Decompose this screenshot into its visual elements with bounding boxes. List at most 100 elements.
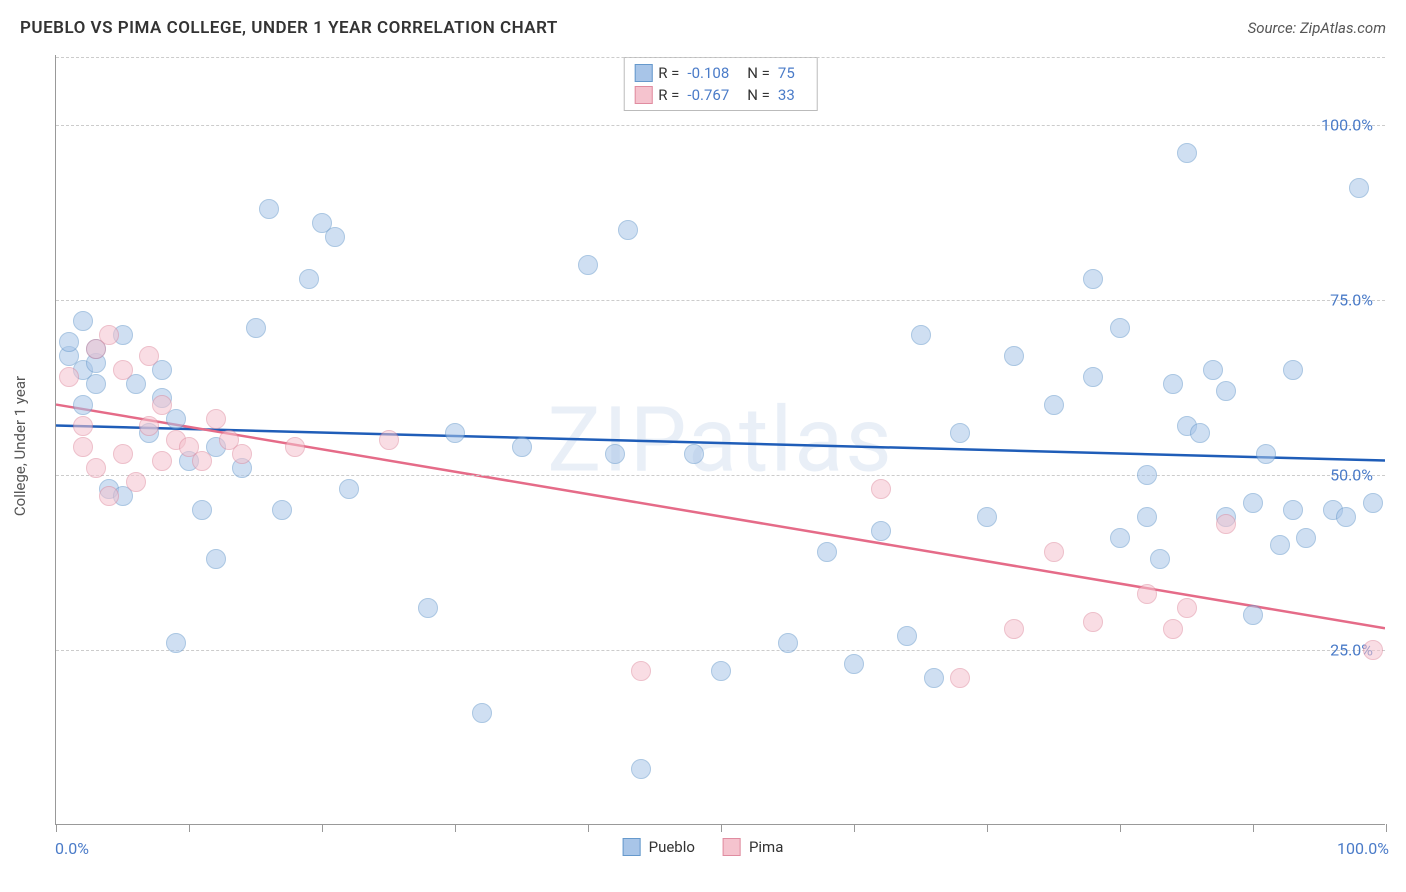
scatter-point bbox=[1283, 500, 1303, 520]
scatter-point bbox=[86, 458, 106, 478]
scatter-point bbox=[1083, 612, 1103, 632]
scatter-point bbox=[871, 479, 891, 499]
xtick bbox=[1120, 824, 1121, 832]
trendline bbox=[56, 405, 1385, 629]
y-axis-label: College, Under 1 year bbox=[11, 376, 29, 516]
xtick bbox=[455, 824, 456, 832]
scatter-point bbox=[1137, 507, 1157, 527]
scatter-point bbox=[1363, 493, 1383, 513]
scatter-point bbox=[1216, 514, 1236, 534]
scatter-point bbox=[206, 409, 226, 429]
xtick-label: 0.0% bbox=[55, 839, 89, 858]
scatter-point bbox=[1163, 374, 1183, 394]
scatter-point bbox=[73, 311, 93, 331]
scatter-point bbox=[618, 220, 638, 240]
legend-swatch bbox=[634, 64, 652, 82]
scatter-point bbox=[246, 318, 266, 338]
scatter-point bbox=[924, 668, 944, 688]
scatter-point bbox=[1270, 535, 1290, 555]
scatter-point bbox=[73, 395, 93, 415]
scatter-point bbox=[578, 255, 598, 275]
trendlines-svg bbox=[56, 55, 1385, 824]
scatter-point bbox=[1283, 360, 1303, 380]
gridline bbox=[56, 125, 1385, 126]
scatter-point bbox=[285, 437, 305, 457]
scatter-point bbox=[59, 332, 79, 352]
scatter-point bbox=[73, 437, 93, 457]
scatter-point bbox=[1349, 178, 1369, 198]
xtick bbox=[56, 824, 57, 832]
scatter-point bbox=[1044, 542, 1064, 562]
scatter-point bbox=[977, 507, 997, 527]
scatter-point bbox=[206, 549, 226, 569]
xtick bbox=[1386, 824, 1387, 832]
scatter-point bbox=[1110, 528, 1130, 548]
xtick bbox=[721, 824, 722, 832]
scatter-point bbox=[871, 521, 891, 541]
scatter-point bbox=[1163, 619, 1183, 639]
scatter-point bbox=[950, 423, 970, 443]
scatter-point bbox=[1243, 605, 1263, 625]
xtick bbox=[189, 824, 190, 832]
legend-label: Pima bbox=[749, 838, 783, 856]
legend-item: Pueblo bbox=[623, 838, 695, 856]
stat-n-value: 75 bbox=[778, 64, 795, 82]
gridline bbox=[56, 475, 1385, 476]
legend-item: Pima bbox=[723, 838, 783, 856]
scatter-point bbox=[897, 626, 917, 646]
scatter-point bbox=[166, 633, 186, 653]
ytick-label: 75.0% bbox=[1330, 291, 1373, 310]
stat-n-label: N = bbox=[747, 86, 770, 104]
scatter-point bbox=[1083, 367, 1103, 387]
scatter-point bbox=[1363, 640, 1383, 660]
ytick-label: 50.0% bbox=[1330, 466, 1373, 485]
stat-n-value: 33 bbox=[778, 86, 795, 104]
scatter-point bbox=[339, 479, 359, 499]
scatter-point bbox=[139, 416, 159, 436]
scatter-point bbox=[445, 423, 465, 443]
legend-label: Pueblo bbox=[649, 838, 695, 856]
scatter-point bbox=[631, 759, 651, 779]
scatter-point bbox=[778, 633, 798, 653]
gridline bbox=[56, 300, 1385, 301]
scatter-point bbox=[1004, 346, 1024, 366]
xtick bbox=[987, 824, 988, 832]
scatter-point bbox=[59, 367, 79, 387]
stat-r-value: -0.767 bbox=[687, 86, 729, 104]
source-label: Source: ZipAtlas.com bbox=[1248, 19, 1386, 37]
scatter-point bbox=[1243, 493, 1263, 513]
scatter-point bbox=[99, 486, 119, 506]
scatter-point bbox=[232, 444, 252, 464]
legend-swatch bbox=[623, 838, 641, 856]
scatter-point bbox=[192, 451, 212, 471]
scatter-point bbox=[1150, 549, 1170, 569]
scatter-point bbox=[99, 325, 119, 345]
scatter-point bbox=[817, 542, 837, 562]
scatter-point bbox=[472, 703, 492, 723]
scatter-point bbox=[192, 500, 212, 520]
scatter-point bbox=[512, 437, 532, 457]
ytick-label: 100.0% bbox=[1321, 116, 1373, 135]
scatter-point bbox=[1336, 507, 1356, 527]
scatter-point bbox=[152, 451, 172, 471]
scatter-point bbox=[950, 668, 970, 688]
stat-r-value: -0.108 bbox=[687, 64, 729, 82]
xtick bbox=[1253, 824, 1254, 832]
scatter-point bbox=[259, 199, 279, 219]
scatter-point bbox=[844, 654, 864, 674]
scatter-point bbox=[152, 395, 172, 415]
scatter-point bbox=[299, 269, 319, 289]
scatter-point bbox=[1177, 598, 1197, 618]
scatter-point bbox=[1004, 619, 1024, 639]
scatter-point bbox=[1216, 381, 1236, 401]
xtick bbox=[854, 824, 855, 832]
scatter-point bbox=[86, 374, 106, 394]
legend-stat-row: R = -0.767N = 33 bbox=[634, 84, 807, 106]
legend-bottom: Pueblo Pima bbox=[623, 838, 784, 856]
legend-stats: R = -0.108N = 75R = -0.767N = 33 bbox=[623, 57, 818, 111]
scatter-point bbox=[684, 444, 704, 464]
legend-swatch bbox=[634, 86, 652, 104]
scatter-point bbox=[1137, 465, 1157, 485]
scatter-point bbox=[126, 472, 146, 492]
legend-stat-row: R = -0.108N = 75 bbox=[634, 62, 807, 84]
